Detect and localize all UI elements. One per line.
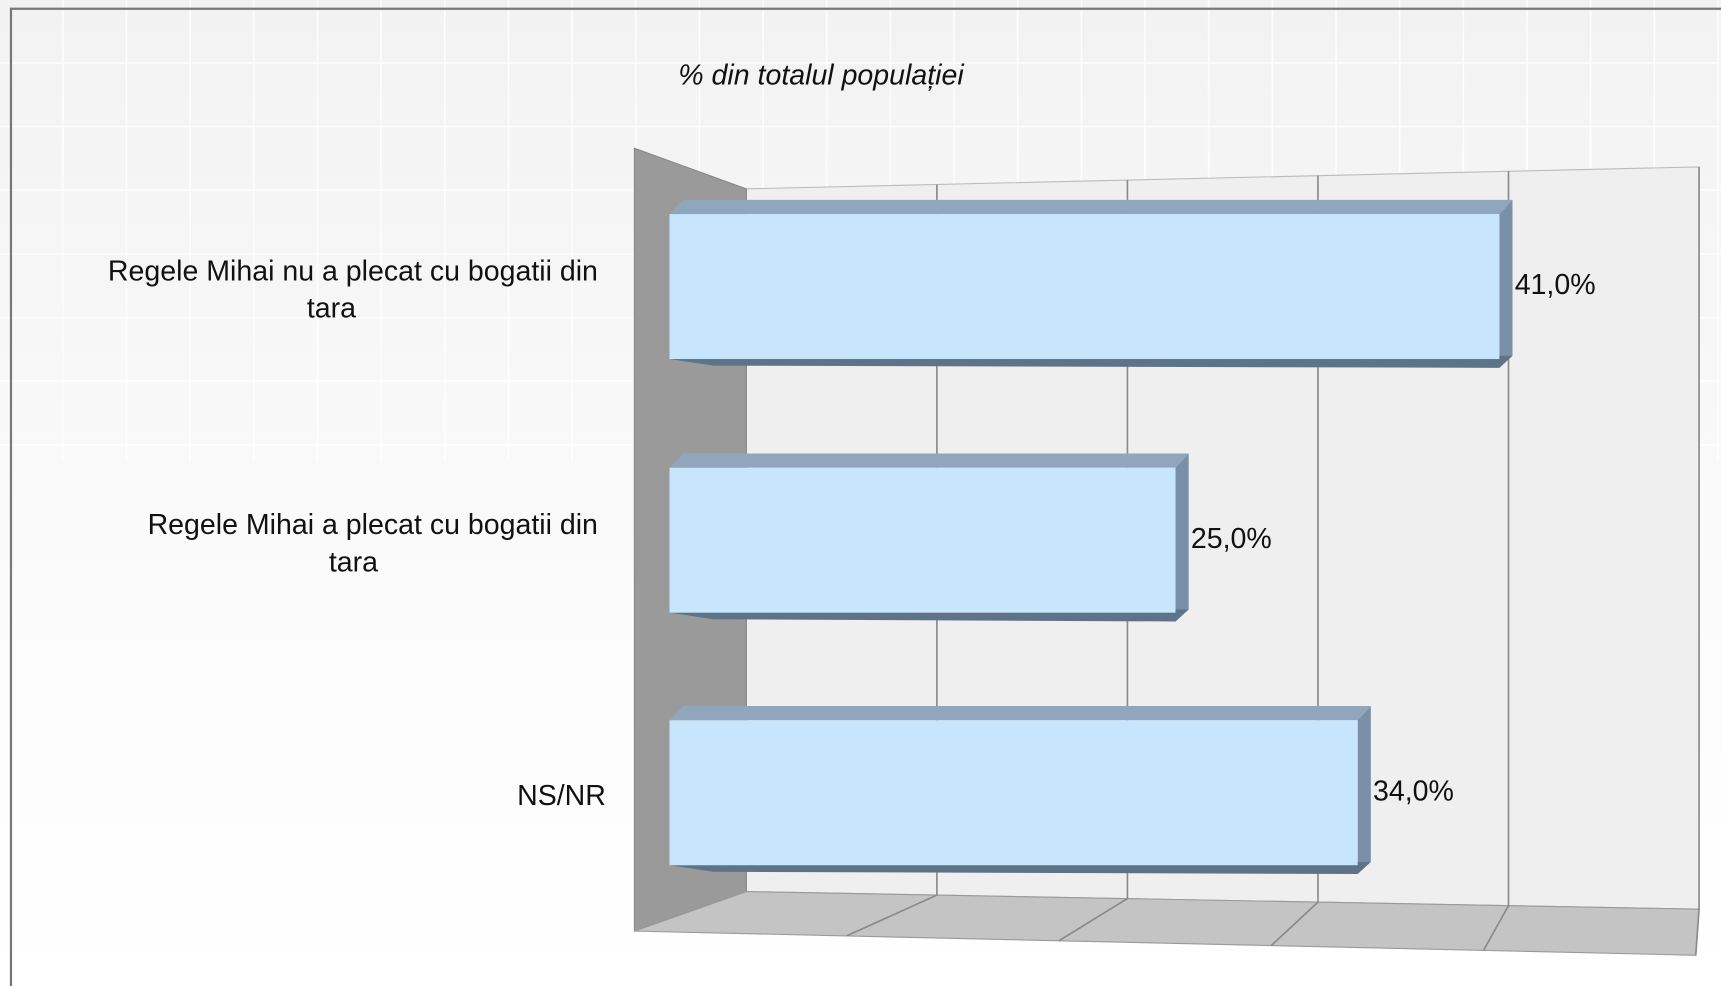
bar-front <box>669 720 1358 866</box>
category-label: Regele Mihai a plecat cu bogatii din tar… <box>148 508 606 577</box>
bar <box>669 453 1189 622</box>
bar-top <box>669 453 1189 468</box>
chart-title: % din totalul populației <box>678 59 964 91</box>
bar-side <box>1357 706 1371 875</box>
grid-line <box>846 184 938 937</box>
bar-side <box>1499 199 1513 368</box>
data-label: 41,0% <box>1515 269 1596 301</box>
grid <box>846 166 1700 956</box>
bar <box>669 706 1371 875</box>
bar <box>669 199 1513 368</box>
data-label: 25,0% <box>1191 523 1272 555</box>
category-label: NS/NR <box>517 780 606 812</box>
grid-line <box>1058 180 1129 942</box>
data-label: 34,0% <box>1373 775 1454 807</box>
bar-front <box>669 467 1176 613</box>
grid-line <box>1482 171 1510 951</box>
bar-top <box>669 199 1513 215</box>
frame <box>9 7 1721 986</box>
bars: 41,0% Regele Mihai nu a plecat cu bogatii… <box>108 199 1596 875</box>
bar-front <box>669 214 1500 360</box>
category-label: Regele Mihai nu a plecat cu bogatii din … <box>108 255 606 324</box>
bar-side <box>1175 453 1189 622</box>
grid-line <box>1270 175 1319 947</box>
grid-line <box>1694 166 1700 956</box>
bar-top <box>669 706 1371 721</box>
